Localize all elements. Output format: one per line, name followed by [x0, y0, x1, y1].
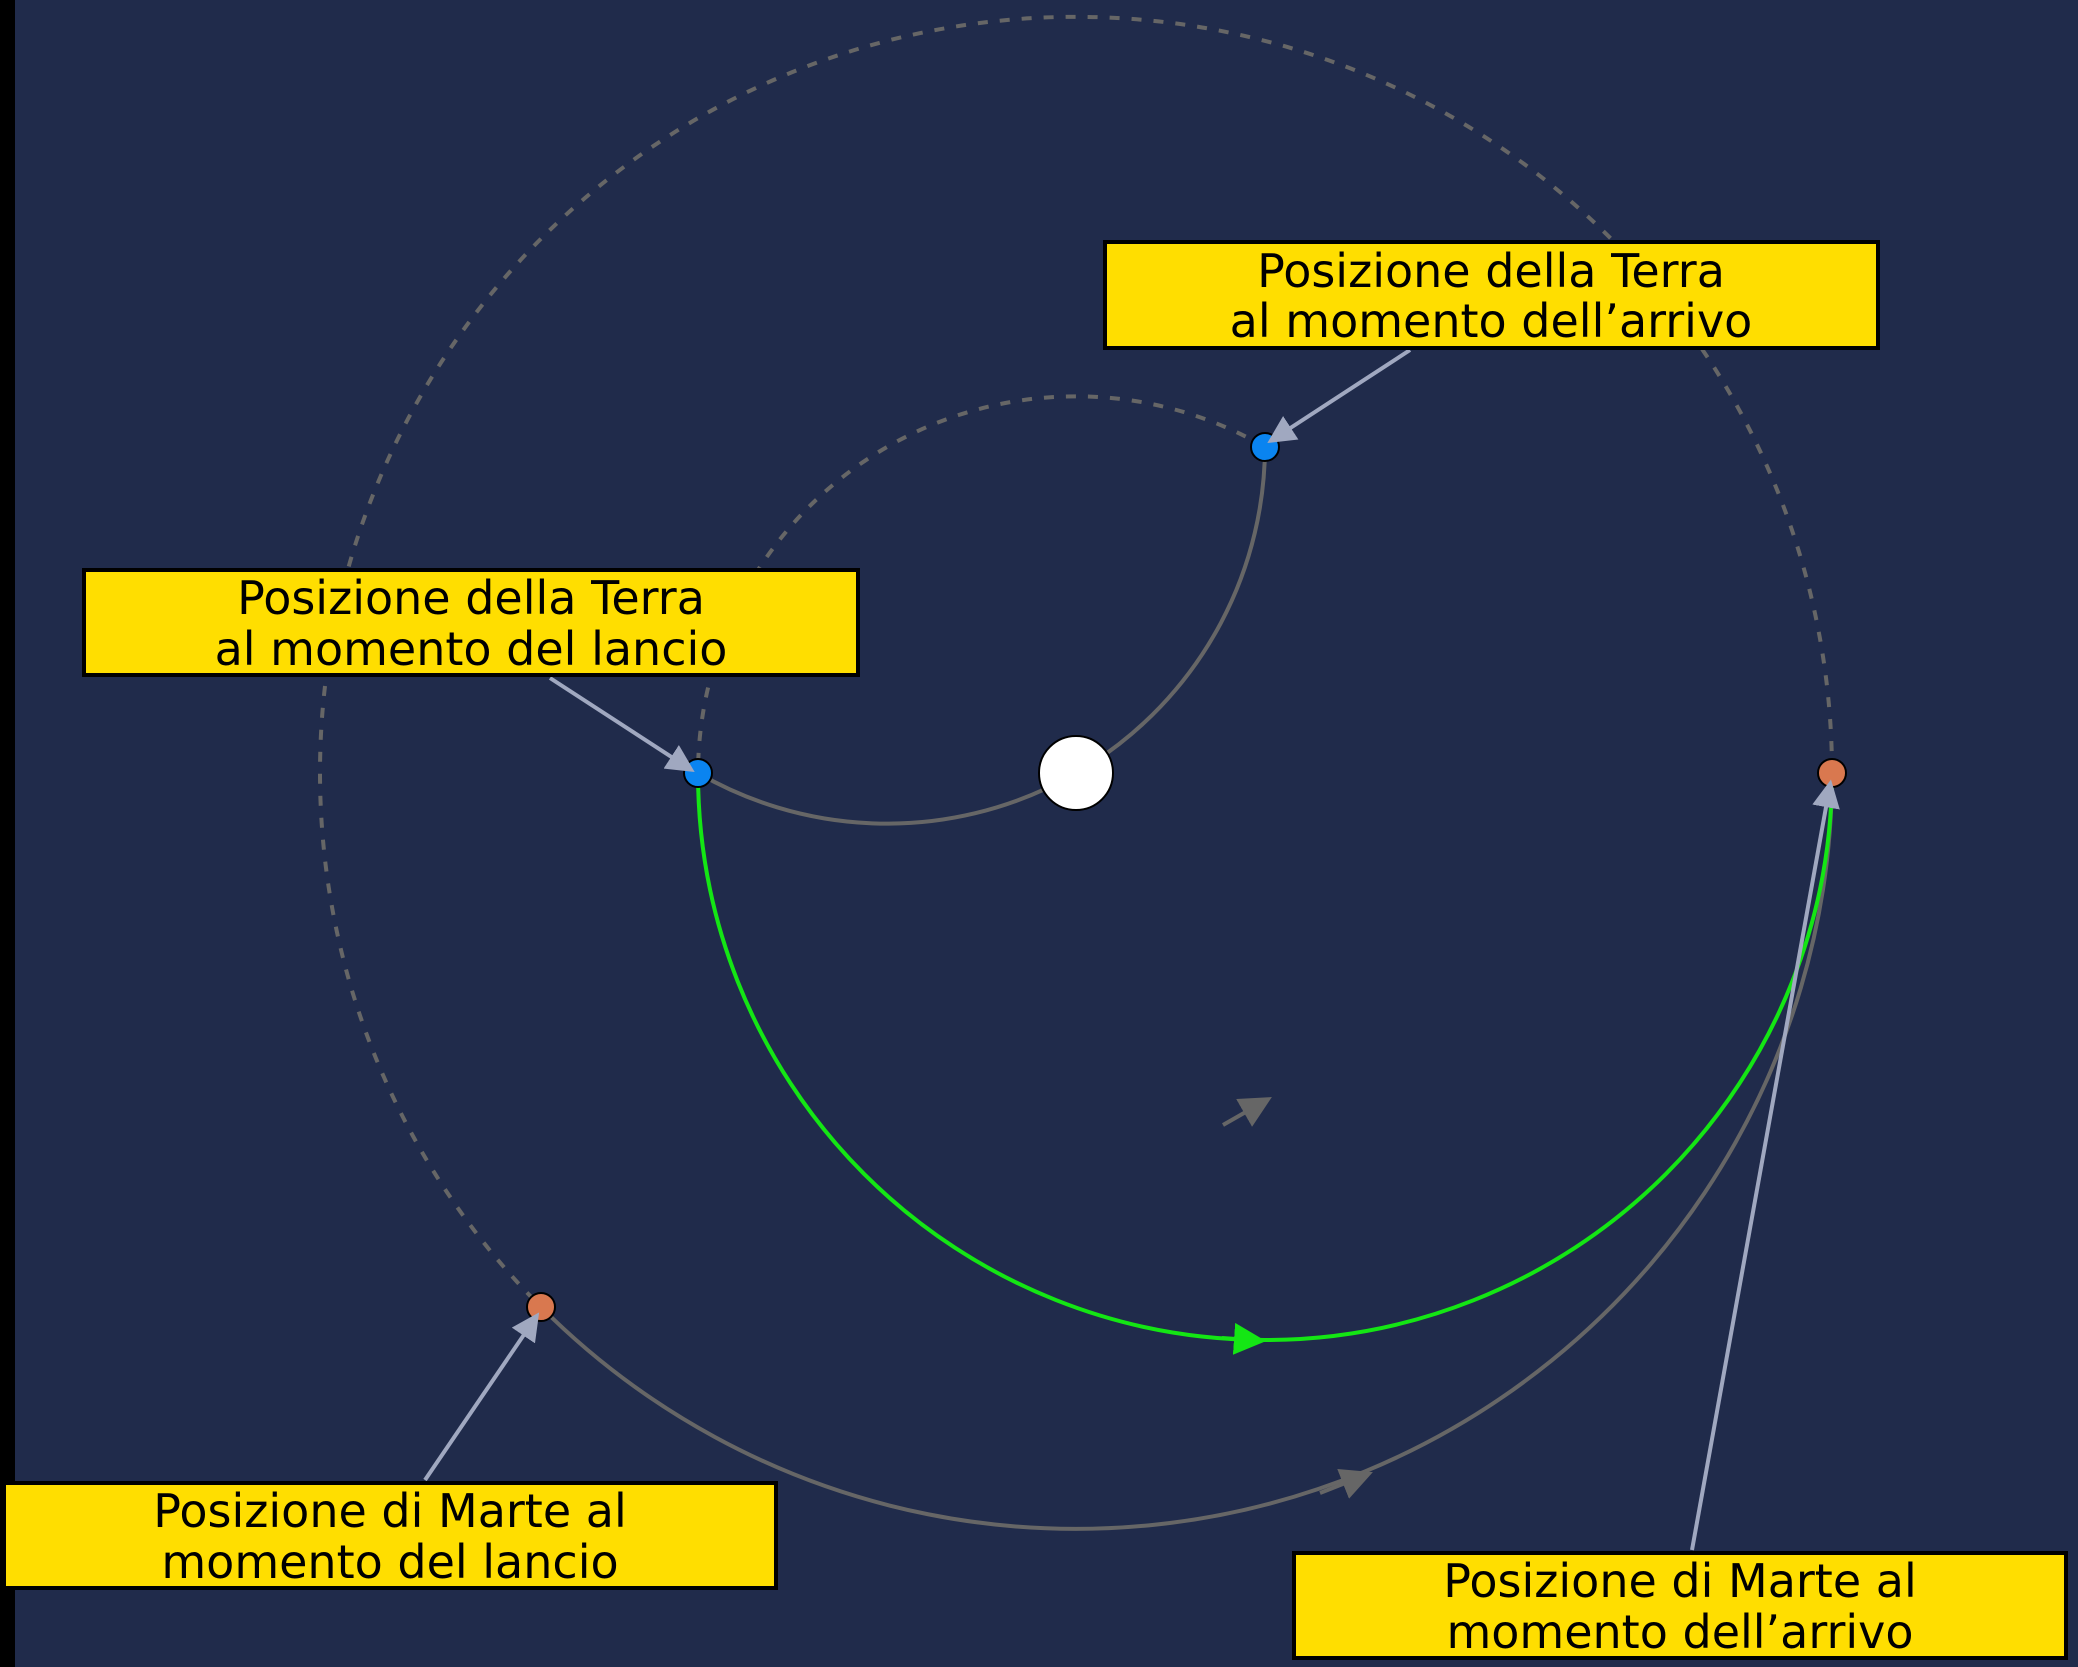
label-mars-launch: Posizione di Marte al momento del lancio [2, 1481, 778, 1590]
mars-icon [1817, 758, 1847, 788]
label-box [2, 1481, 778, 1590]
label-line: al momento dell’arrivo [1230, 294, 1753, 348]
label-earth-arrival: Posizione della Terra al momento dell’ar… [1103, 240, 1880, 350]
mars-orbit-dashed [318, 14, 1834, 1309]
label-line: momento dell’arrivo [1446, 1605, 1913, 1659]
mars-icon [526, 1292, 556, 1322]
transfer-orbit-direction-arrow [1221, 1322, 1266, 1355]
sun-icon [1038, 735, 1114, 811]
label-line: Posizione della Terra [237, 571, 705, 625]
mars-orbit-direction-arrow [1319, 1468, 1373, 1499]
label-mars-arrival: Posizione di Marte al momento dell’arriv… [1292, 1551, 2068, 1660]
label-line: Posizione di Marte al [153, 1484, 626, 1538]
pointer-mars-arrival [1690, 779, 1840, 1551]
earth-icon [683, 758, 713, 788]
pointer-earth-launch [548, 676, 695, 773]
label-box [1292, 1551, 2068, 1660]
label-line: Posizione della Terra [1257, 244, 1725, 298]
pointer-earth-arrival [1267, 348, 1412, 444]
left-border [0, 0, 15, 1667]
label-box [82, 568, 860, 677]
earth-orbit-direction-arrow [1222, 1097, 1272, 1127]
label-line: momento del lancio [161, 1535, 618, 1589]
pointer-mars-launch [423, 1312, 540, 1482]
label-line: al momento del lancio [215, 622, 728, 676]
label-line: Posizione di Marte al [1443, 1554, 1916, 1608]
label-box [1103, 240, 1880, 350]
label-earth-launch: Posizione della Terra al momento del lan… [82, 568, 860, 677]
